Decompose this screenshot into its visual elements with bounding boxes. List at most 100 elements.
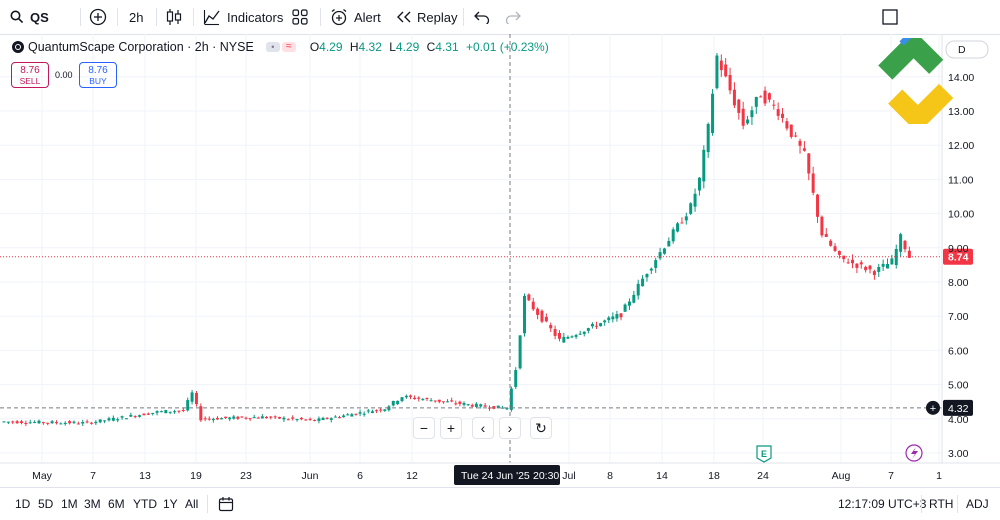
- candle-body: [76, 423, 80, 425]
- candle-body: [599, 323, 603, 327]
- candle-body: [798, 140, 802, 146]
- buy-button[interactable]: 8.76 BUY: [79, 62, 117, 88]
- range-1d[interactable]: 1D: [15, 497, 31, 511]
- candle-body: [820, 216, 824, 236]
- zoom-in-button[interactable]: +: [440, 417, 462, 439]
- candle-body: [671, 229, 675, 242]
- candle-body: [802, 148, 806, 151]
- sell-price: 8.76: [20, 65, 40, 76]
- undo-button[interactable]: [474, 0, 490, 34]
- candle-body: [98, 419, 102, 423]
- price-tick-label: 8.00: [948, 277, 969, 289]
- redo-button[interactable]: [505, 0, 521, 34]
- indicators-icon: [203, 10, 220, 26]
- candle-body: [549, 324, 553, 329]
- time-tick-label: 1: [936, 470, 942, 482]
- candle-body: [623, 304, 627, 312]
- range-ytd[interactable]: YTD: [133, 497, 157, 511]
- candle-body: [518, 335, 522, 369]
- price-tick-label: 6.00: [948, 345, 969, 357]
- candle-body: [785, 121, 789, 129]
- candle-body: [28, 422, 32, 424]
- candle-body: [544, 316, 548, 322]
- calendar-icon: [218, 497, 234, 512]
- candle-body: [138, 415, 142, 417]
- candle-body: [667, 240, 671, 247]
- candle-body: [333, 416, 337, 418]
- range-all[interactable]: All: [185, 497, 199, 511]
- earnings-marker-icon: [756, 445, 772, 463]
- indicators-button[interactable]: Indicators: [203, 0, 283, 34]
- candle-body: [375, 410, 379, 412]
- candle-body: [684, 216, 688, 221]
- candle-body: [829, 240, 833, 246]
- legend-title: QuantumScape Corporation · 2h · NYSE: [28, 40, 254, 54]
- sell-button[interactable]: 8.76 SELL: [11, 62, 49, 88]
- candle-body: [232, 416, 236, 419]
- chart-type-button[interactable]: [166, 0, 182, 34]
- price-tick-label: 3.00: [948, 448, 969, 460]
- candle-body: [342, 415, 346, 418]
- alert-button[interactable]: Alert: [330, 0, 381, 34]
- candle-body: [846, 262, 850, 264]
- time-tick-label: May: [32, 470, 53, 482]
- candle-body: [299, 417, 303, 420]
- candle-body: [6, 421, 10, 423]
- price-tick-label: 11.00: [948, 174, 974, 186]
- add-alert-icon: [926, 400, 940, 415]
- candle-body: [421, 399, 425, 401]
- candle-body: [329, 418, 333, 420]
- candle-body: [11, 421, 15, 423]
- candle-body: [63, 422, 67, 425]
- candle-body: [164, 410, 168, 414]
- zoom-out-button[interactable]: −: [413, 417, 435, 439]
- go-to-date-button[interactable]: [218, 488, 234, 520]
- candle-body: [190, 392, 194, 402]
- time-axis: May 7 13 19 23 Jun 6 12 Jul 8 14 18 24 Aug 7 1: [0, 462, 1000, 482]
- candle-body: [763, 90, 767, 104]
- reset-chart-button[interactable]: ↻: [530, 417, 552, 439]
- earnings-label: E: [761, 449, 767, 459]
- layouts-button[interactable]: [292, 0, 308, 34]
- session-button[interactable]: RTH: [929, 497, 954, 511]
- adjust-button[interactable]: ADJ: [966, 497, 989, 511]
- candle-body: [859, 262, 863, 265]
- candle-body: [754, 96, 758, 107]
- grid-layout-icon: [292, 9, 308, 25]
- price-tick-label: 14.00: [948, 72, 974, 84]
- candle-body: [582, 331, 586, 334]
- candle-body: [24, 423, 28, 425]
- symbol-search-button[interactable]: QS: [10, 0, 49, 34]
- range-5d[interactable]: 5D: [38, 497, 54, 511]
- approx-icon[interactable]: ≈: [281, 42, 296, 52]
- plus-icon: +: [446, 420, 456, 436]
- price-tick-label: 13.00: [948, 106, 974, 118]
- interval-button[interactable]: 2h: [129, 9, 144, 25]
- candle-body: [194, 392, 198, 405]
- range-1y[interactable]: 1Y: [163, 497, 178, 511]
- clock-display[interactable]: 12:17:09 UTC+3: [838, 497, 927, 511]
- price-tick-label: 12.00: [948, 140, 974, 152]
- alarm-clock-icon: [331, 8, 347, 26]
- scroll-right-button[interactable]: ›: [499, 417, 521, 439]
- time-tick-label: 7: [90, 470, 96, 482]
- candle-body: [346, 414, 350, 416]
- candle-body: [85, 421, 89, 423]
- range-1m[interactable]: 1M: [61, 497, 78, 511]
- candle-body: [236, 416, 240, 419]
- eye-icon[interactable]: •: [265, 42, 280, 52]
- scroll-left-button[interactable]: ‹: [472, 417, 494, 439]
- symbol-label: QS: [30, 9, 49, 25]
- fullscreen-button[interactable]: [882, 0, 898, 34]
- candle-body: [50, 421, 54, 424]
- candle-body: [868, 265, 872, 270]
- candle-body: [295, 419, 299, 421]
- candle-body: [772, 104, 776, 106]
- compare-button[interactable]: [89, 0, 107, 34]
- range-6m[interactable]: 6M: [108, 497, 125, 511]
- candle-body: [94, 421, 98, 424]
- range-3m[interactable]: 3M: [84, 497, 101, 511]
- candle-body: [404, 395, 408, 398]
- replay-button[interactable]: Replay: [396, 0, 457, 34]
- replay-label: Replay: [417, 9, 458, 25]
